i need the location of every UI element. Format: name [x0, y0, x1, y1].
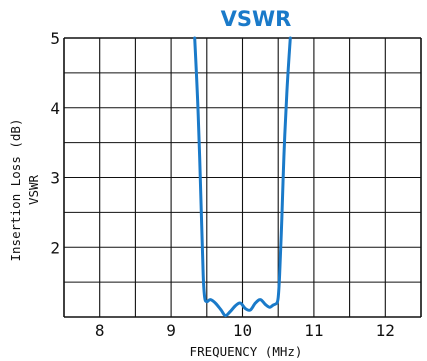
grid: [63, 37, 422, 318]
y-axis-label: Insertion Loss (dB): [8, 119, 23, 262]
y-tick-label: 5: [50, 29, 60, 48]
x-tick-label: 12: [376, 321, 395, 340]
x-tick-label: 11: [304, 321, 323, 340]
y-tick-label: 3: [50, 169, 60, 188]
x-axis-label: FREQUENCY (MHz): [190, 344, 303, 359]
x-tick-label: 10: [233, 321, 252, 340]
y-tick-label: 4: [50, 99, 60, 118]
y-axis-label-vswr: VSWR: [26, 174, 41, 205]
vswr-series-line: [193, 36, 292, 318]
x-tick-label: 8: [95, 321, 105, 340]
chart-title: VSWR: [221, 7, 292, 31]
series-layer: [193, 36, 292, 318]
x-tick-label: 9: [166, 321, 176, 340]
tick-labels: 8 9 10 11 12 5 4 3 2: [50, 29, 395, 340]
y-tick-label: 2: [50, 238, 60, 257]
